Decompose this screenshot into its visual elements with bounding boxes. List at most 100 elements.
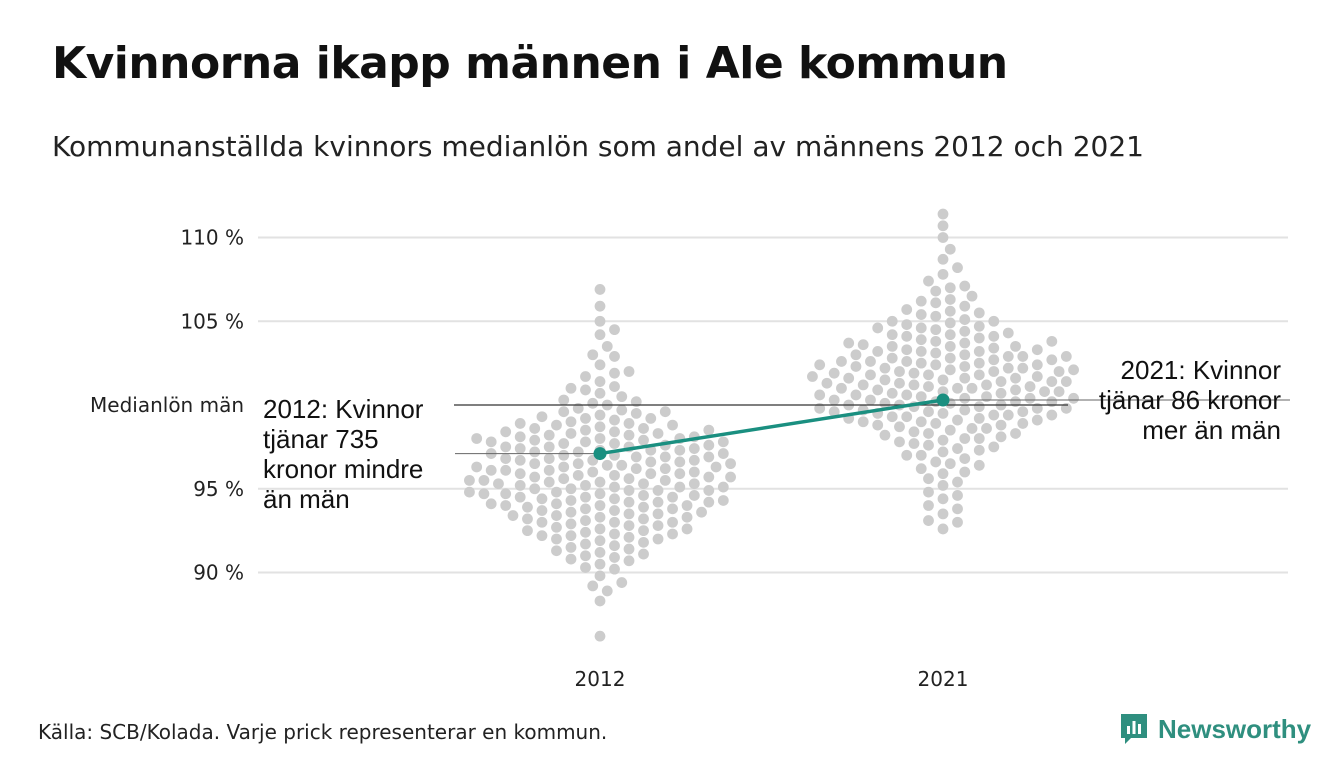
municipality-dot-2012 [645,413,657,424]
municipality-dot-2012 [638,490,649,501]
municipality-dot-2021 [988,366,1000,377]
municipality-dot-2012 [638,525,649,537]
highlight-ale [593,393,950,461]
municipality-dot-2012 [623,418,635,429]
municipality-dot-2012 [688,478,700,490]
municipality-dot-2021 [995,376,1007,387]
municipality-dot-2021 [923,500,934,511]
gridlines [258,236,1288,574]
municipality-dot-2012 [710,461,722,473]
y-tick-label: 90 % [193,561,244,585]
municipality-dot-2021 [959,280,971,292]
municipality-dot-2021 [923,369,934,381]
newsworthy-logo-icon [1121,714,1147,744]
municipality-dot-2021 [944,424,956,436]
municipality-dot-2021 [901,319,913,330]
municipality-dot-2021 [1002,327,1014,339]
municipality-dot-2012 [652,508,664,520]
municipality-dot-2021 [1068,392,1079,404]
municipality-dot-2012 [536,493,548,505]
municipality-dot-2021 [930,335,942,347]
municipality-dot-2021 [981,391,992,403]
municipality-dot-2021 [901,389,913,401]
municipality-dot-2021 [959,466,971,478]
municipality-dot-2012 [543,453,555,464]
municipality-dot-2021 [886,352,898,364]
municipality-dot-2021 [1060,351,1072,362]
municipality-dot-2021 [1031,359,1043,371]
municipality-dot-2012 [674,456,686,468]
municipality-dot-2012 [514,418,526,429]
municipality-dot-2021 [915,309,927,320]
municipality-dot-2021 [836,382,847,394]
municipality-dot-2012 [623,496,635,508]
municipality-dot-2012 [572,446,584,458]
municipality-dot-2021 [850,349,862,361]
municipality-dot-2012 [551,545,562,557]
municipality-dot-2021 [1039,386,1050,397]
municipality-dot-2012 [630,463,642,475]
municipality-dot-2012 [623,485,635,496]
municipality-dot-2012 [543,476,555,488]
municipality-dot-2012 [536,516,548,528]
municipality-dot-2021 [1060,402,1072,414]
municipality-dot-2021 [981,379,992,391]
municipality-dot-2021 [952,476,963,488]
municipality-dot-2021 [937,374,949,386]
municipality-dot-2012 [514,491,526,503]
municipality-dot-2012 [536,411,548,423]
brand-logo: Newsworthy [1118,712,1311,746]
municipality-dot-2021 [865,369,876,381]
annotation-2021-line: 2021: Kvinnor [1121,355,1282,385]
municipality-dot-2012 [638,548,649,560]
municipality-dot-2012 [580,503,591,515]
municipality-dot-2021 [1010,396,1021,408]
municipality-dot-2021 [1024,392,1036,404]
municipality-dot-2012 [652,533,664,545]
municipality-dot-2012 [522,513,533,525]
municipality-dot-2021 [952,382,963,394]
municipality-dot-2012 [543,429,555,441]
municipality-dot-2012 [652,485,664,496]
municipality-dot-2012 [688,466,700,478]
municipality-dot-2021 [915,346,927,357]
municipality-dot-2021 [995,431,1007,443]
municipality-dot-2021 [937,493,949,505]
municipality-dot-2012 [594,488,606,500]
municipality-dot-2021 [1046,396,1058,408]
municipality-dot-2012 [609,481,620,493]
municipality-dot-2021 [814,402,826,414]
municipality-dot-2021 [872,346,884,357]
municipality-dot-2012 [609,516,620,528]
municipality-dot-2012 [551,510,562,521]
municipality-dot-2012 [500,453,512,464]
municipality-dot-2021 [1010,372,1021,384]
municipality-dot-2012 [529,423,541,434]
municipality-dot-2021 [843,372,855,384]
municipality-dot-2021 [923,275,934,287]
municipality-dot-2021 [915,295,927,307]
municipality-dot-2012 [717,495,729,506]
municipality-dot-2012 [601,340,613,352]
municipality-dot-2012 [594,329,606,341]
municipality-dot-2021 [988,354,1000,366]
municipality-dot-2012 [485,436,497,448]
municipality-dot-2012 [717,448,729,459]
municipality-dot-2012 [594,511,606,523]
municipality-dot-2012 [623,429,635,441]
municipality-dot-2021 [930,310,942,322]
municipality-dot-2012 [529,458,541,470]
municipality-dot-2012 [565,541,577,553]
municipality-dot-2012 [536,505,548,516]
municipality-dot-2021 [879,429,891,441]
municipality-dot-2021 [937,407,949,419]
municipality-dot-2012 [594,300,606,312]
municipality-dot-2012 [580,436,591,448]
beeswarm-chart: 90 % 95 % 105 % 110 % Medianlön män 2012: K… [90,208,1290,691]
municipality-dot-2021 [944,282,956,294]
municipality-dot-2021 [1017,362,1029,374]
municipality-dot-2021 [981,423,992,434]
municipality-dot-2021 [886,411,898,423]
municipality-dot-2021 [959,453,971,464]
municipality-dot-2021 [988,409,1000,421]
